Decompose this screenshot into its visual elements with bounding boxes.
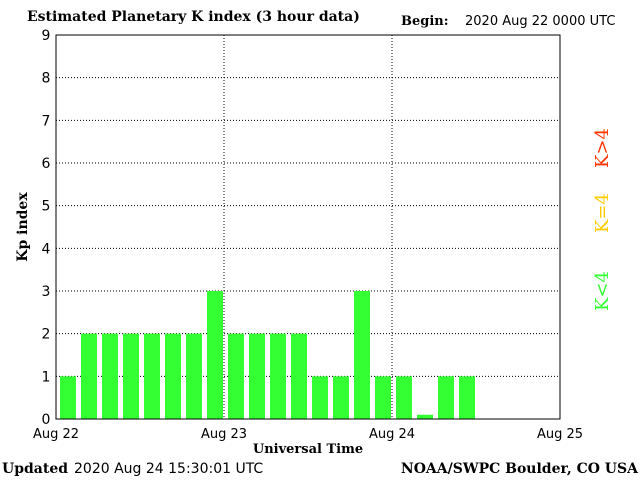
updated-label: Updated	[2, 461, 69, 477]
y-tick-label: 8	[42, 71, 51, 87]
source-credit: NOAA/SWPC Boulder, CO USA	[400, 461, 638, 477]
kp-bar	[60, 376, 76, 419]
x-tick-label: Aug 22	[33, 427, 79, 442]
kp-bar	[165, 333, 181, 419]
y-tick-label: 9	[42, 28, 51, 44]
kp-bar	[354, 291, 370, 419]
kp-bar	[396, 376, 412, 419]
kp-bar	[417, 414, 433, 419]
y-tick-label: 0	[42, 412, 51, 428]
y-axis-label: Kp index	[15, 192, 31, 262]
y-tick-label: 1	[42, 369, 51, 385]
y-tick-label: 5	[42, 199, 51, 215]
legend-item: K>4	[592, 128, 613, 168]
x-tick-label: Aug 23	[201, 427, 247, 442]
y-tick-label: 2	[42, 327, 51, 343]
y-tick-label: 3	[42, 284, 51, 300]
plot-frame	[55, 34, 561, 420]
kp-bar	[249, 333, 265, 419]
chart-title: Estimated Planetary K index (3 hour data…	[27, 9, 360, 25]
grid-lines	[56, 35, 560, 419]
updated-value: 2020 Aug 24 15:30:01 UTC	[74, 461, 264, 477]
begin-label: Begin:	[401, 14, 449, 29]
kp-bar	[123, 333, 139, 419]
kp-bar	[144, 333, 160, 419]
kp-bar	[81, 333, 97, 419]
y-tick-label: 7	[42, 113, 51, 129]
kp-bar	[186, 333, 202, 419]
legend-item: K<4	[592, 271, 613, 311]
x-tick-label: Aug 24	[369, 427, 415, 442]
kp-bar	[312, 376, 328, 419]
y-tick-label: 6	[42, 156, 51, 172]
kp-bar	[438, 376, 454, 419]
y-tick-label: 4	[42, 241, 51, 257]
kp-bar	[459, 376, 475, 419]
bars	[60, 291, 475, 419]
y-tick-labels: 0 1 2 3 4 5 6 7 8 9	[42, 28, 51, 428]
kp-bar	[207, 291, 223, 419]
kp-bar	[333, 376, 349, 419]
legend-item: K=4	[592, 193, 613, 233]
x-axis-label: Universal Time	[253, 442, 363, 457]
kp-bar	[102, 333, 118, 419]
x-tick-labels: Aug 22 Aug 23 Aug 24 Aug 25	[33, 427, 583, 442]
kp-bar	[228, 333, 244, 419]
legend: K<4 K=4 K>4	[592, 128, 613, 311]
begin-value: 2020 Aug 22 0000 UTC	[465, 14, 616, 29]
kp-bar	[375, 376, 391, 419]
kp-bar	[291, 333, 307, 419]
x-tick-label: Aug 25	[537, 427, 583, 442]
kp-bar	[270, 333, 286, 419]
